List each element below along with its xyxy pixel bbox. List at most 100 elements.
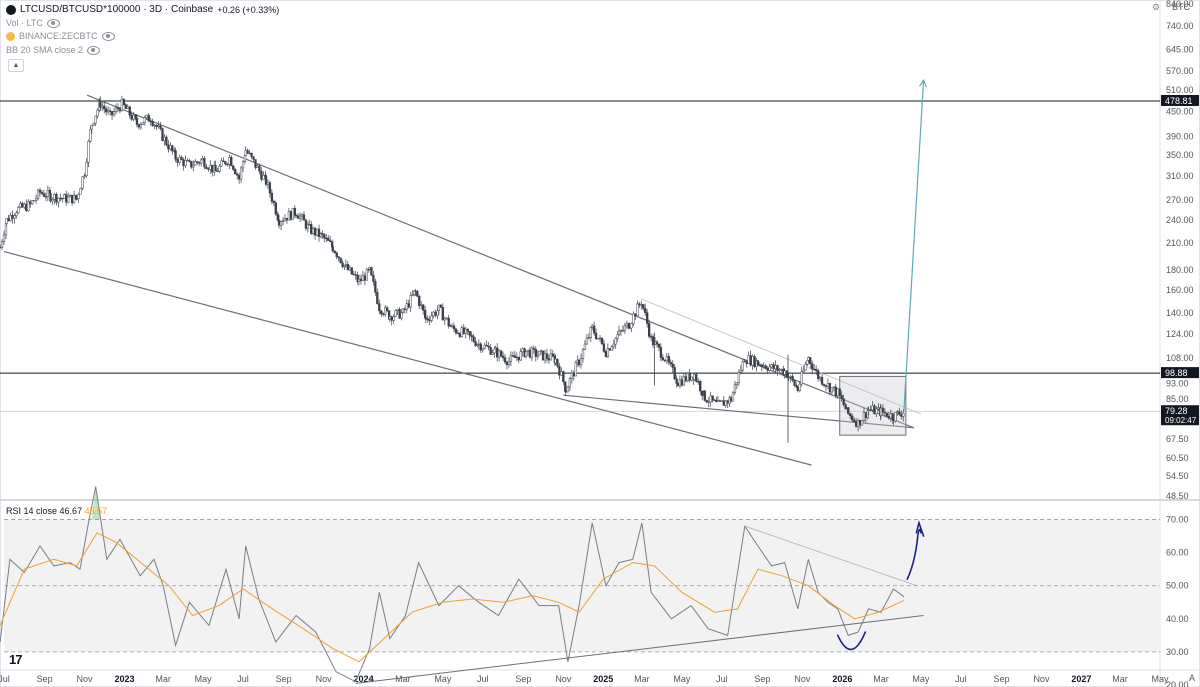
candle-body bbox=[739, 369, 742, 373]
candle bbox=[701, 390, 704, 401]
candle-body bbox=[651, 336, 655, 346]
visibility-eye-icon[interactable] bbox=[46, 18, 60, 28]
candle bbox=[248, 149, 251, 155]
candle-body bbox=[472, 336, 475, 342]
candle bbox=[13, 213, 16, 224]
candle bbox=[824, 384, 828, 392]
candle bbox=[5, 218, 8, 227]
candle-body bbox=[501, 355, 505, 358]
candle-body bbox=[298, 215, 302, 219]
candle-body bbox=[85, 162, 88, 176]
candle bbox=[851, 413, 854, 423]
candle bbox=[92, 122, 95, 127]
candle-body bbox=[676, 383, 680, 387]
candle-body bbox=[745, 361, 748, 364]
candle-body bbox=[89, 128, 92, 142]
candle bbox=[699, 379, 702, 395]
candle bbox=[830, 387, 834, 395]
candle bbox=[515, 352, 518, 362]
candle-body bbox=[813, 368, 816, 371]
candle bbox=[472, 333, 475, 343]
candle-body bbox=[795, 385, 798, 388]
candle-body bbox=[398, 309, 401, 319]
visibility-eye-icon[interactable] bbox=[87, 45, 101, 55]
candle bbox=[776, 364, 779, 376]
candle-body bbox=[171, 145, 174, 152]
candle-body bbox=[264, 175, 268, 185]
candle bbox=[382, 312, 385, 317]
candle bbox=[756, 360, 760, 366]
candle-body bbox=[894, 412, 897, 422]
volume-legend[interactable]: Vol · LTC bbox=[6, 18, 60, 28]
candle bbox=[849, 412, 852, 420]
candle bbox=[296, 213, 300, 219]
candle bbox=[207, 167, 210, 172]
candle bbox=[524, 351, 528, 359]
candle-body bbox=[368, 267, 371, 270]
candle bbox=[574, 360, 577, 377]
candle-body bbox=[224, 161, 227, 165]
candle bbox=[802, 366, 805, 374]
candle-body bbox=[497, 350, 501, 358]
candle-body bbox=[526, 349, 530, 352]
candle bbox=[649, 333, 653, 342]
candle-body bbox=[363, 275, 367, 281]
candle bbox=[327, 234, 330, 241]
collapse-legend-button[interactable]: ▲ bbox=[8, 59, 24, 72]
price-axis-tick: 108.00 bbox=[1166, 353, 1194, 363]
candle bbox=[604, 349, 608, 358]
candle-body bbox=[675, 378, 678, 384]
candle bbox=[785, 370, 788, 379]
candle bbox=[703, 390, 706, 402]
candle-body bbox=[536, 354, 539, 357]
candle-body bbox=[838, 388, 841, 396]
candle bbox=[236, 172, 239, 180]
candle bbox=[820, 373, 824, 387]
candle-body bbox=[766, 368, 769, 371]
candle bbox=[470, 331, 473, 342]
candle bbox=[403, 306, 406, 314]
price-axis-tick: 210.00 bbox=[1166, 238, 1194, 248]
candle-body bbox=[335, 252, 338, 257]
candle bbox=[541, 350, 545, 361]
price-axis-tick: 54.50 bbox=[1166, 471, 1189, 481]
candle-body bbox=[551, 353, 555, 357]
candle bbox=[96, 108, 99, 119]
candle-body bbox=[511, 355, 515, 357]
projection-arrow-head bbox=[919, 78, 928, 88]
bollinger-legend[interactable]: BB 20 SMA close 2 bbox=[6, 45, 101, 55]
candle bbox=[445, 317, 448, 320]
alert-bell-icon[interactable]: ⚙ bbox=[1151, 2, 1160, 12]
candle bbox=[63, 193, 66, 199]
candle-body bbox=[436, 310, 439, 316]
candle bbox=[291, 207, 294, 220]
candle-body bbox=[346, 264, 350, 271]
candle-body bbox=[521, 348, 524, 352]
candle-body bbox=[524, 351, 528, 358]
main-series-legend[interactable]: LTCUSD/BTCUSD*100000 · 3D · Coinbase +0.… bbox=[6, 4, 279, 15]
candle bbox=[83, 173, 86, 179]
candle-body bbox=[118, 108, 122, 112]
candle-body bbox=[772, 364, 775, 370]
tradingview-logo[interactable]: 17 bbox=[9, 652, 23, 667]
candle-body bbox=[600, 337, 604, 345]
visibility-eye-icon[interactable] bbox=[101, 31, 115, 41]
candle-body bbox=[63, 194, 66, 199]
candle bbox=[135, 113, 139, 128]
candle-body bbox=[55, 194, 58, 203]
candle-body bbox=[778, 369, 781, 371]
candle-body bbox=[570, 372, 573, 379]
auto-scale-button[interactable]: A bbox=[1188, 673, 1195, 683]
rsi-legend[interactable]: RSI 14 close 46.67 45.57 bbox=[6, 506, 107, 516]
candle bbox=[501, 351, 505, 361]
candle-body bbox=[854, 421, 858, 427]
compare-legend[interactable]: BINANCE:ZECBTC bbox=[6, 31, 115, 41]
candle bbox=[321, 230, 324, 239]
candle bbox=[114, 103, 118, 115]
candle bbox=[55, 192, 58, 206]
candle-body bbox=[724, 400, 727, 406]
candle-body bbox=[628, 327, 631, 330]
